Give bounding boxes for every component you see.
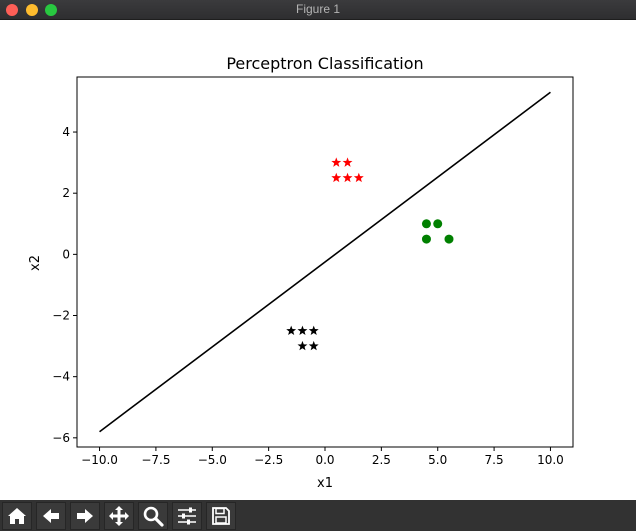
- y-tick-label: −4: [52, 370, 70, 384]
- back-arrow-icon: [43, 508, 59, 523]
- circle-point: [421, 219, 431, 229]
- x-tick-label: −5.0: [198, 453, 227, 467]
- minimize-window-button[interactable]: [26, 4, 38, 16]
- forward-button[interactable]: [70, 501, 100, 530]
- save-disk-icon: [212, 506, 230, 525]
- decision-boundary-group: [99, 91, 551, 433]
- star-point: [308, 325, 319, 336]
- x-tick-label: 7.5: [485, 453, 504, 467]
- configure-subplots-icon: [178, 507, 196, 524]
- zoom-button[interactable]: [138, 501, 168, 530]
- figure-canvas: Perceptron Classification −10.0 −7.5 −5.0−…: [0, 20, 636, 500]
- x-tick-label: −2.5: [254, 453, 283, 467]
- x-tick-label: 5.0: [428, 453, 447, 467]
- star-point: [331, 157, 342, 167]
- back-button[interactable]: [36, 501, 66, 530]
- x-tick-label: 0.0: [315, 453, 334, 467]
- y-axis-label: x2: [28, 255, 43, 271]
- pan-button[interactable]: [104, 501, 134, 530]
- y-tick-label: 0: [62, 247, 70, 261]
- star-point: [342, 157, 353, 167]
- data-points-group: [286, 157, 454, 351]
- y-tick-label: −6: [52, 431, 70, 445]
- star-point: [353, 172, 364, 183]
- pan-move-icon: [109, 505, 129, 526]
- star-point: [308, 340, 319, 351]
- star-point: [297, 340, 308, 351]
- save-button[interactable]: [206, 501, 236, 530]
- close-window-button[interactable]: [6, 4, 18, 16]
- y-tick-label: −2: [52, 309, 70, 323]
- zoom-magnifier-icon: [143, 506, 164, 527]
- window-title: Figure 1: [295, 2, 341, 16]
- scatter-plot: Perceptron Classification −10.0 −7.5 −5.0−…: [28, 54, 574, 491]
- configure-subplots-button[interactable]: [172, 501, 202, 530]
- circle-point: [421, 234, 431, 244]
- x-tick-label: −10.0: [81, 453, 118, 467]
- y-tick-label: 4: [62, 125, 70, 139]
- x-axis-ticks: −10.0 −7.5 −5.0 −2.5 0.0 2.5 5.0 7.5 10.0: [81, 447, 564, 467]
- star-point: [286, 325, 297, 336]
- chart-title: Perceptron Classification: [226, 54, 423, 73]
- home-button[interactable]: [2, 501, 32, 530]
- star-point: [331, 172, 342, 183]
- window-titlebar: Figure 1: [0, 0, 636, 20]
- decision-boundary-line: [99, 91, 551, 433]
- y-tick-label: 2: [62, 186, 70, 200]
- star-point: [297, 325, 308, 336]
- maximize-window-button[interactable]: [45, 4, 57, 16]
- x-tick-label: 10.0: [537, 453, 564, 467]
- x-tick-label: 2.5: [372, 453, 391, 467]
- x-axis-label: x1: [317, 476, 333, 491]
- x-tick-label: −7.5: [141, 453, 170, 467]
- home-icon: [8, 507, 26, 524]
- y-axis-ticks: −6 −4 −2 0 2 4: [52, 125, 77, 445]
- star-point: [342, 172, 353, 183]
- forward-arrow-icon: [77, 508, 93, 523]
- navigation-toolbar: [0, 500, 636, 531]
- circle-point: [444, 234, 454, 244]
- circle-point: [433, 219, 443, 229]
